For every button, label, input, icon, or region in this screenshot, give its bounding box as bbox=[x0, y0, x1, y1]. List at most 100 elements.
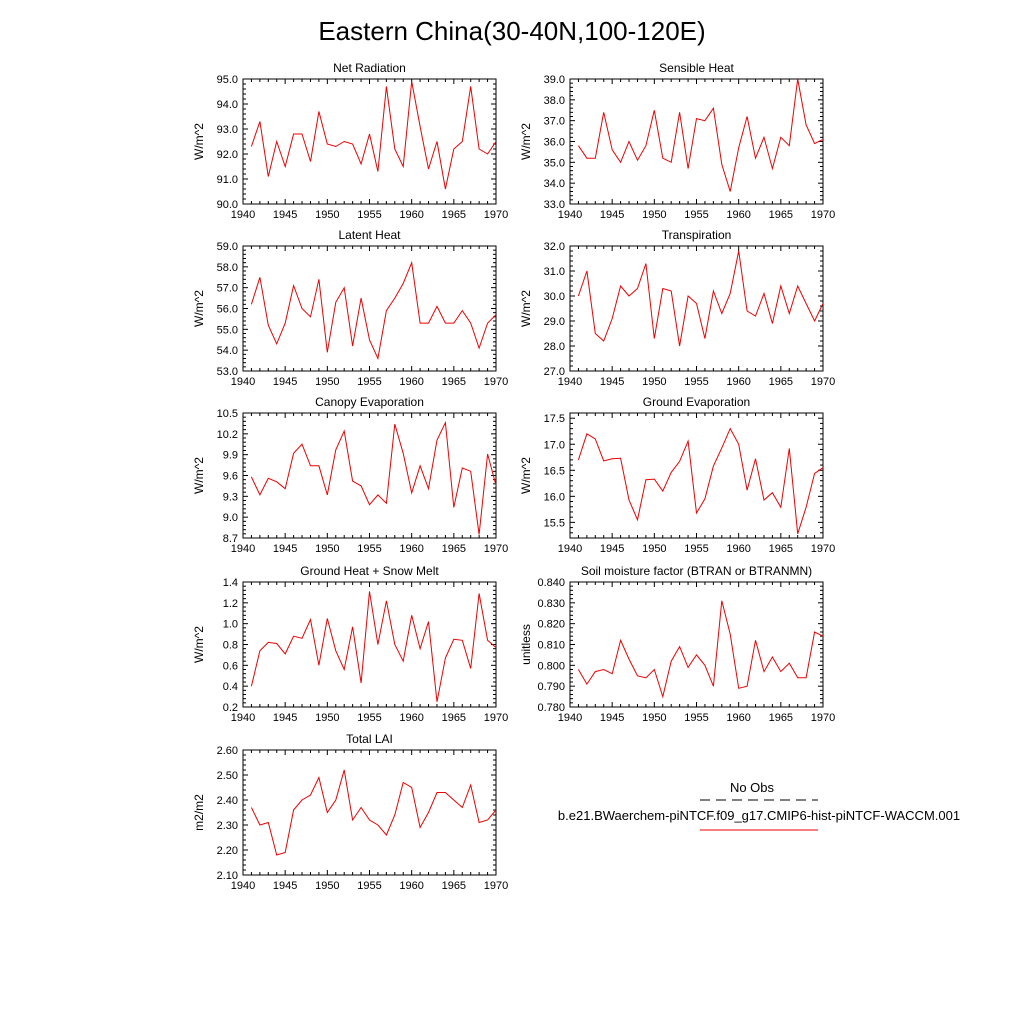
x-tick-label: 1960 bbox=[399, 209, 423, 221]
y-axis-label: W/m^2 bbox=[519, 123, 533, 160]
x-tick-label: 1965 bbox=[442, 376, 466, 388]
y-tick-label: 2.20 bbox=[217, 845, 238, 857]
y-tick-label: 0.6 bbox=[223, 660, 238, 672]
x-tick-label: 1960 bbox=[399, 880, 423, 892]
x-tick-label: 1955 bbox=[357, 712, 381, 724]
y-tick-label: 53.0 bbox=[217, 366, 238, 378]
y-tick-label: 2.40 bbox=[217, 795, 238, 807]
x-tick-label: 1965 bbox=[769, 543, 793, 555]
y-tick-label: 54.0 bbox=[217, 345, 238, 357]
x-tick-label: 1945 bbox=[600, 376, 624, 388]
series-line bbox=[250, 260, 497, 361]
x-tick-label: 1955 bbox=[357, 543, 381, 555]
y-tick-label: 0.780 bbox=[537, 702, 565, 714]
y-tick-label: 9.6 bbox=[223, 471, 238, 483]
x-tick-label: 1940 bbox=[231, 209, 255, 221]
x-tick-label: 1960 bbox=[399, 712, 423, 724]
y-tick-label: 15.5 bbox=[544, 517, 565, 529]
x-tick-label: 1970 bbox=[811, 712, 835, 724]
y-tick-label: 38.0 bbox=[544, 95, 565, 107]
x-tick-label: 1950 bbox=[315, 209, 339, 221]
x-tick-label: 1945 bbox=[273, 880, 297, 892]
chart-panel-2: 1940 1945 1950 1955 1960 1965 1970 53.0 54.0 55.0… bbox=[192, 228, 508, 388]
y-tick-label: 0.840 bbox=[537, 577, 565, 589]
y-tick-label: 29.0 bbox=[544, 316, 565, 328]
panel-title: Net Radiation bbox=[333, 61, 406, 75]
y-tick-label: 0.800 bbox=[537, 660, 565, 672]
x-tick-label: 1940 bbox=[231, 880, 255, 892]
y-tick-label: 91.0 bbox=[217, 174, 238, 186]
y-tick-label: 9.0 bbox=[223, 512, 238, 524]
panel-title: Transpiration bbox=[662, 228, 732, 242]
y-axis-label: W/m^2 bbox=[192, 457, 206, 494]
legend-label-model-run: b.e21.BWaerchem-piNTCF.f09_g17.CMIP6-his… bbox=[558, 808, 960, 823]
x-tick-label: 1945 bbox=[273, 712, 297, 724]
y-tick-label: 16.5 bbox=[544, 465, 565, 477]
y-axis-label: W/m^2 bbox=[192, 123, 206, 160]
x-tick-label: 1960 bbox=[726, 712, 750, 724]
y-tick-label: 17.0 bbox=[544, 439, 565, 451]
y-tick-label: 10.5 bbox=[217, 408, 238, 420]
x-tick-label: 1950 bbox=[315, 712, 339, 724]
panel-title: Ground Heat + Snow Melt bbox=[300, 564, 439, 578]
x-tick-label: 1955 bbox=[357, 880, 381, 892]
x-tick-label: 1970 bbox=[811, 209, 835, 221]
x-tick-label: 1965 bbox=[769, 712, 793, 724]
y-axis-label: W/m^2 bbox=[192, 290, 206, 327]
y-tick-label: 9.3 bbox=[223, 491, 238, 503]
x-tick-label: 1970 bbox=[484, 376, 508, 388]
y-tick-label: 57.0 bbox=[217, 283, 238, 295]
x-tick-label: 1960 bbox=[726, 376, 750, 388]
y-axis-label: W/m^2 bbox=[519, 457, 533, 494]
x-tick-label: 1970 bbox=[811, 543, 835, 555]
plot-frame bbox=[569, 581, 824, 708]
panel-title: Soil moisture factor (BTRAN or BTRANMN) bbox=[581, 564, 812, 578]
y-tick-label: 0.2 bbox=[223, 702, 238, 714]
panel-title: Sensible Heat bbox=[659, 61, 734, 75]
x-tick-label: 1950 bbox=[315, 880, 339, 892]
x-tick-label: 1965 bbox=[769, 376, 793, 388]
series-line bbox=[250, 591, 497, 702]
chart-panel-5: 1940 1945 1950 1955 1960 1965 1970 15.5 16.0 16.5… bbox=[519, 395, 835, 555]
x-tick-label: 1955 bbox=[357, 209, 381, 221]
y-tick-label: 0.830 bbox=[537, 598, 565, 610]
x-tick-label: 1940 bbox=[231, 376, 255, 388]
x-tick-label: 1950 bbox=[642, 209, 666, 221]
x-tick-label: 1955 bbox=[684, 712, 708, 724]
y-tick-label: 0.810 bbox=[537, 640, 565, 652]
x-tick-label: 1950 bbox=[642, 543, 666, 555]
series-line bbox=[577, 78, 824, 192]
x-tick-label: 1960 bbox=[399, 376, 423, 388]
x-tick-label: 1960 bbox=[726, 543, 750, 555]
y-tick-label: 58.0 bbox=[217, 262, 238, 274]
y-tick-label: 1.2 bbox=[223, 598, 238, 610]
y-tick-label: 33.0 bbox=[544, 199, 565, 211]
x-tick-label: 1955 bbox=[357, 376, 381, 388]
y-tick-label: 1.0 bbox=[223, 619, 238, 631]
y-tick-label: 2.60 bbox=[217, 745, 238, 757]
panel-title: Ground Evaporation bbox=[643, 395, 750, 409]
y-tick-label: 28.0 bbox=[544, 341, 565, 353]
y-tick-label: 95.0 bbox=[217, 74, 238, 86]
x-tick-label: 1970 bbox=[484, 712, 508, 724]
chart-panel-0: 1940 1945 1950 1955 1960 1965 1970 90.0 91.0 92.0… bbox=[192, 61, 508, 221]
y-tick-label: 0.820 bbox=[537, 619, 565, 631]
chart-panel-3: 1940 1945 1950 1955 1960 1965 1970 27.0 28.0 29.0… bbox=[519, 228, 835, 388]
x-tick-label: 1960 bbox=[399, 543, 423, 555]
panel-title: Latent Heat bbox=[338, 228, 401, 242]
y-tick-label: 94.0 bbox=[217, 99, 238, 111]
x-tick-label: 1950 bbox=[315, 543, 339, 555]
y-tick-label: 10.2 bbox=[217, 429, 238, 441]
y-axis-label: W/m^2 bbox=[192, 626, 206, 663]
legend: No Obs b.e21.BWaerchem-piNTCF.f09_g17.CM… bbox=[558, 780, 960, 831]
y-tick-label: 9.9 bbox=[223, 450, 238, 462]
series-line bbox=[250, 420, 497, 535]
chart-panel-7: 1940 1945 1950 1955 1960 1965 1970 0.780 0.790 0.… bbox=[519, 564, 835, 724]
y-tick-label: 36.0 bbox=[544, 137, 565, 149]
y-tick-label: 34.0 bbox=[544, 178, 565, 190]
y-tick-label: 2.50 bbox=[217, 770, 238, 782]
chart-panel-4: 1940 1945 1950 1955 1960 1965 1970 8.7 9.0 9.3 9.6… bbox=[192, 395, 508, 555]
plot-frame bbox=[242, 749, 497, 876]
series-line bbox=[250, 81, 497, 190]
y-tick-label: 39.0 bbox=[544, 74, 565, 86]
